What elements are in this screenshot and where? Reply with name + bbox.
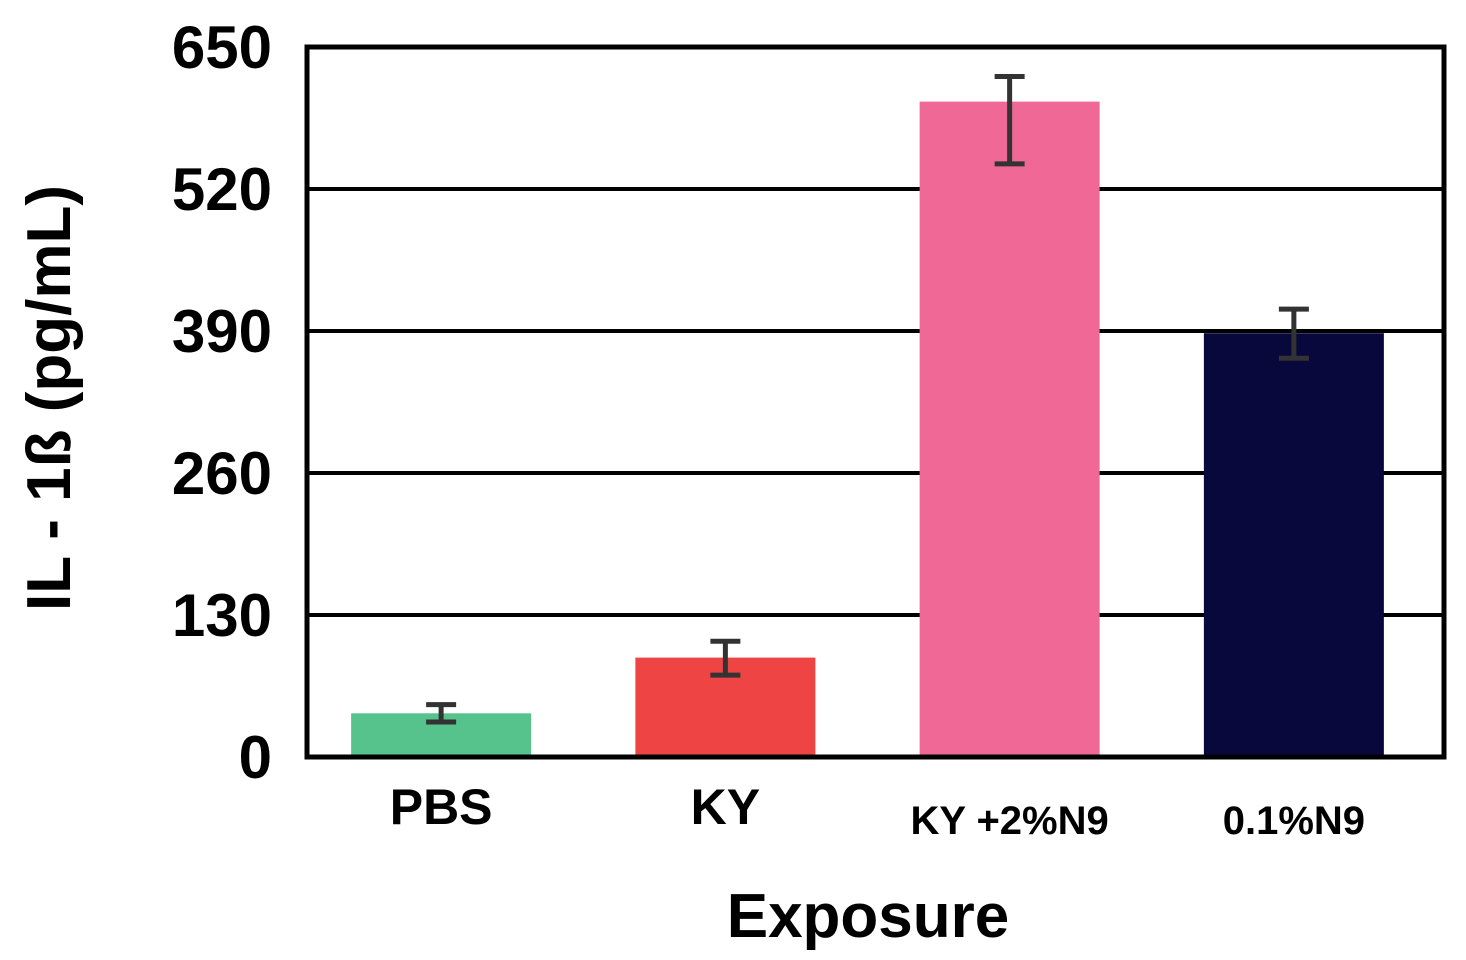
y-tick-label: 130 [172,582,272,649]
plot-frame [304,44,1447,760]
error-bar [710,638,741,678]
bar [1203,333,1384,757]
error-bars [426,73,1309,725]
x-axis-title: Exposure [727,882,1010,951]
error-bar [994,73,1025,167]
bar [919,101,1100,758]
y-tick-label: 260 [172,440,272,507]
x-category-label: KY [691,779,760,835]
y-axis-title: IL - 1ß (pg/mL) [15,185,84,611]
x-category-label: KY +2%N9 [910,799,1108,843]
y-tick-label: 390 [172,298,272,365]
y-tick-label: 650 [172,14,272,81]
x-category-labels: PBS KY KY +2%N9 0.1%N9 [390,779,1365,843]
y-tick-label: 0 [239,724,272,791]
x-category-label: 0.1%N9 [1223,799,1365,843]
error-bar [426,702,457,725]
error-bar [1278,306,1309,361]
x-category-label: PBS [390,779,493,835]
y-tick-labels: 0 130 260 390 520 650 [172,14,272,791]
y-tick-label: 520 [172,156,272,223]
bars [351,101,1384,758]
